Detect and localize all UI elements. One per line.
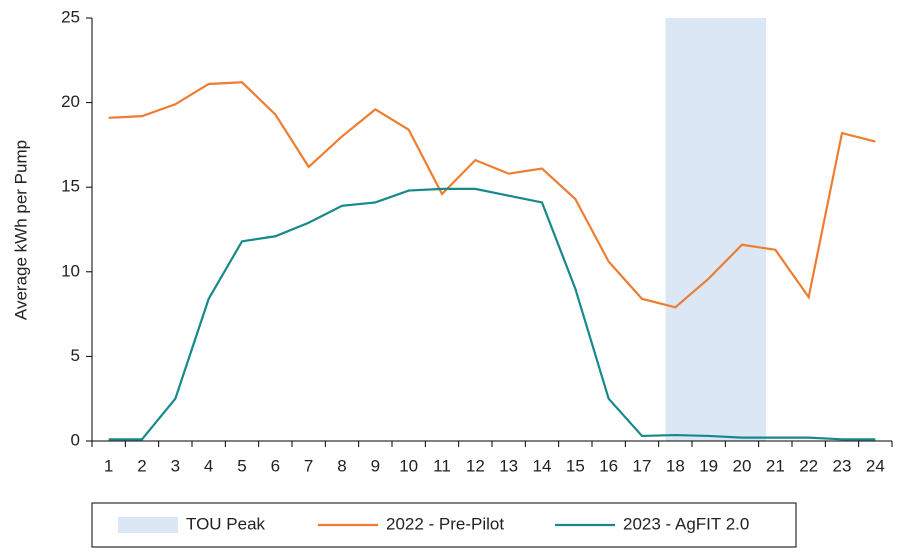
x-tick-label: 15 — [566, 456, 585, 475]
x-tick-label: 12 — [466, 456, 485, 475]
x-tick-label: 1 — [104, 456, 113, 475]
x-tick-label: 8 — [337, 456, 346, 475]
x-tick-label: 11 — [433, 456, 451, 475]
y-axis-title: Average kWh per Pump — [11, 140, 30, 320]
x-tick-label: 18 — [666, 456, 685, 475]
x-tick-label: 19 — [699, 456, 718, 475]
legend-label: TOU Peak — [186, 514, 266, 533]
y-tick-label: 10 — [61, 261, 80, 280]
legend-label: 2022 - Pre-Pilot — [386, 514, 504, 533]
legend-box — [91, 502, 797, 548]
y-tick-label: 15 — [61, 177, 80, 196]
x-tick-label: 5 — [237, 456, 246, 475]
highlight-bar — [665, 18, 700, 441]
x-tick-label: 4 — [204, 456, 213, 475]
y-tick-label: 0 — [71, 430, 80, 449]
y-tick-label: 20 — [61, 92, 80, 111]
x-tick-label: 24 — [866, 456, 885, 475]
legend-swatch — [118, 517, 178, 533]
x-tick-label: 13 — [499, 456, 518, 475]
x-tick-label: 9 — [371, 456, 380, 475]
series-line — [108, 187, 876, 441]
x-tick-label: 16 — [599, 456, 618, 475]
x-tick-label: 23 — [833, 456, 852, 475]
x-tick-label: 21 — [766, 456, 785, 475]
y-tick-label: 25 — [61, 7, 80, 26]
x-tick-label: 3 — [171, 456, 180, 475]
x-tick-label: 7 — [304, 456, 313, 475]
series-line — [108, 81, 876, 309]
x-tick-label: 6 — [271, 456, 280, 475]
x-tick-label: 17 — [633, 456, 652, 475]
x-tick-label: 22 — [799, 456, 818, 475]
x-tick-label: 10 — [399, 456, 418, 475]
x-tick-label: 20 — [733, 456, 752, 475]
y-tick-label: 5 — [71, 346, 80, 365]
highlight-bar — [732, 18, 767, 441]
x-tick-label: 14 — [533, 456, 552, 475]
highlight-bar — [699, 18, 733, 441]
legend-label: 2023 - AgFIT 2.0 — [623, 514, 749, 533]
x-tick-label: 2 — [137, 456, 146, 475]
